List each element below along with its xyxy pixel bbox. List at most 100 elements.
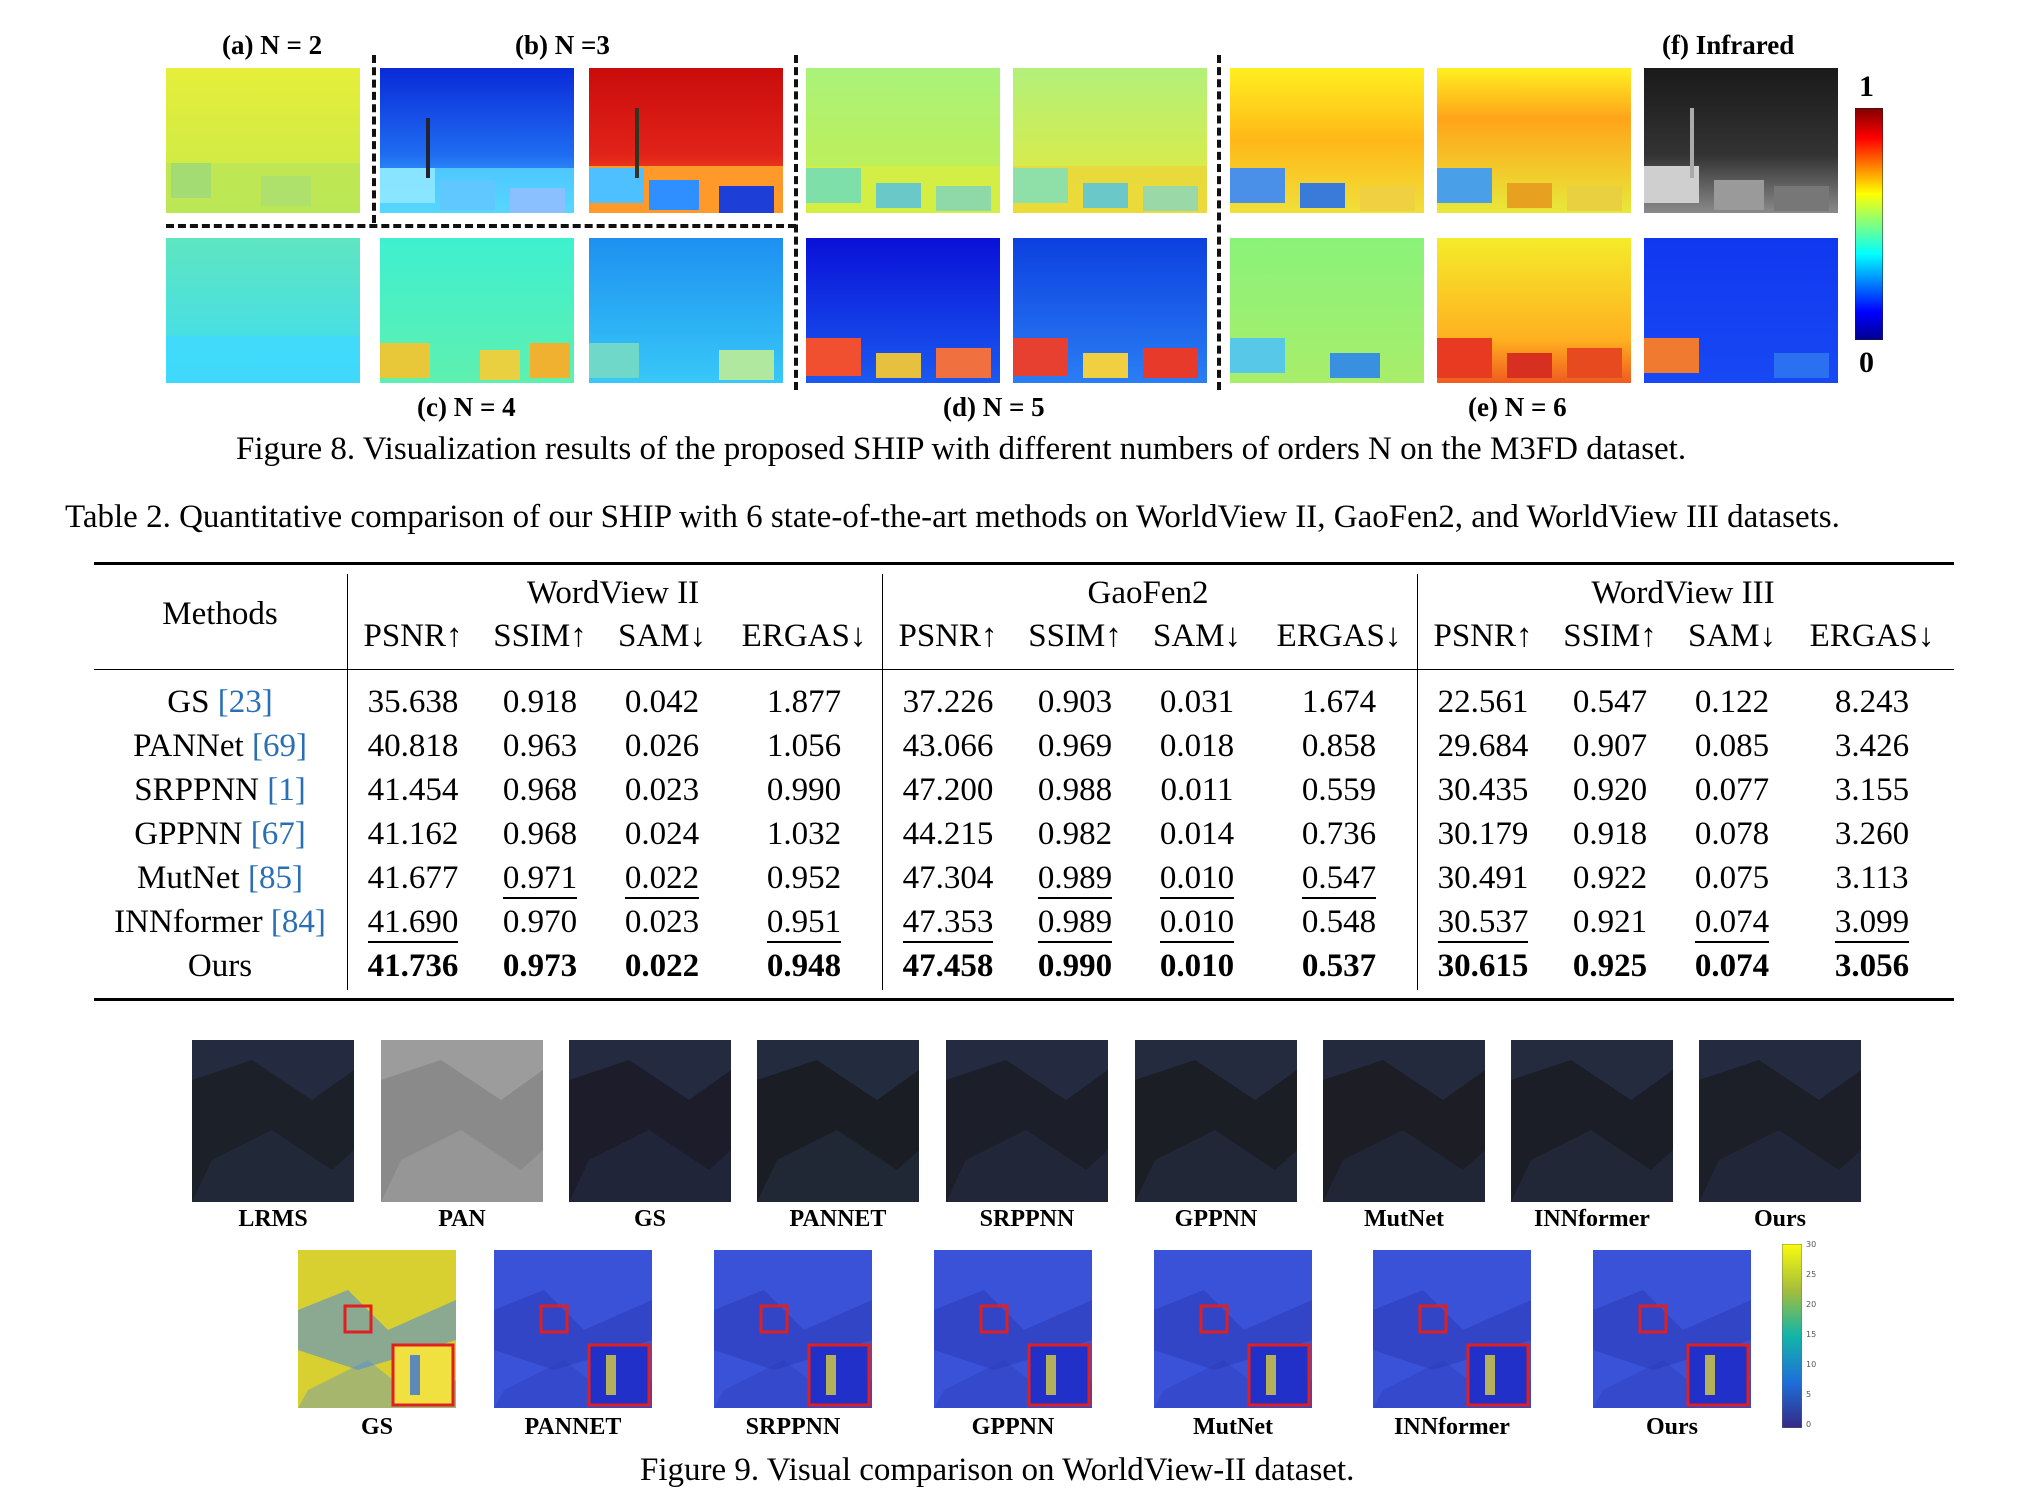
method-name: MutNet [85] <box>90 860 350 897</box>
citation-link[interactable]: [85] <box>247 860 303 896</box>
image-label: Ours <box>1753 1206 1806 1232</box>
table-cell: 0.547 <box>1572 684 1648 720</box>
heatmap-n4-2 <box>380 238 574 383</box>
colorbar-tick: 20 <box>1806 1300 1817 1309</box>
colorbar-min-label: 0 <box>1859 346 1874 379</box>
panel-label-a: (a) N = 2 <box>222 30 323 60</box>
error-map-label: MutNet <box>1193 1414 1273 1440</box>
heatmap-n6-3 <box>1230 238 1424 383</box>
table-cell: 0.970 <box>502 904 578 940</box>
table-cell: 0.022 <box>592 860 732 899</box>
table-cell: 1.877 <box>766 684 842 720</box>
table-cell: 0.918 <box>1572 816 1648 852</box>
metric-header: SAM↓ <box>1152 618 1242 654</box>
table-cell: 8.243 <box>1834 684 1910 720</box>
image-label: PAN <box>438 1206 486 1232</box>
method-label: Ours <box>187 948 253 984</box>
table-cell: 0.971 <box>470 860 610 899</box>
table-cell: 0.074 <box>1662 904 1802 943</box>
panel-label-c: (c) N = 4 <box>417 392 516 422</box>
table-cell: 0.963 <box>502 728 578 764</box>
error-map <box>1373 1250 1531 1408</box>
image-label: GPPNN <box>1174 1206 1258 1232</box>
table-cell: 0.085 <box>1694 728 1770 764</box>
error-map <box>934 1250 1092 1408</box>
table-cell: 0.011 <box>1160 772 1234 808</box>
table-cell: 0.969 <box>1037 728 1113 764</box>
colorbar-tick: 15 <box>1806 1330 1817 1339</box>
heatmap-n5-1 <box>806 68 1000 213</box>
metric-header: ERGAS↓ <box>1809 618 1935 654</box>
table-cell: 1.032 <box>766 816 842 852</box>
separator <box>794 55 798 390</box>
colorbar-tick: 10 <box>1806 1360 1817 1369</box>
table-cell: 30.615 <box>1437 948 1529 984</box>
table-cell: 0.014 <box>1159 816 1235 852</box>
citation-link[interactable]: [69] <box>251 728 307 764</box>
table-cell: 0.010 <box>1127 904 1267 943</box>
error-map-label: Ours <box>1645 1414 1698 1440</box>
citation-link[interactable]: [1] <box>267 772 306 808</box>
heatmap-n6-1 <box>1230 68 1424 213</box>
table-cell: 0.948 <box>766 948 842 984</box>
error-map-label: SRPPNN <box>745 1414 841 1440</box>
table-cell: 0.921 <box>1572 904 1648 940</box>
heatmap-n4-3 <box>589 238 783 383</box>
group-header: GaoFen2 <box>1087 575 1209 611</box>
infrared-image <box>1644 68 1838 213</box>
method-name: GPPNN [67] <box>90 816 350 853</box>
table-cell: 0.989 <box>1005 904 1145 943</box>
figure-9-caption: Figure 9. Visual comparison on WorldView… <box>640 1452 1355 1488</box>
method-name: GS [23] <box>90 684 350 721</box>
panel-label-e: (e) N = 6 <box>1468 392 1567 422</box>
satellite-image <box>1511 1040 1673 1202</box>
heatmap-n3-2 <box>589 68 783 213</box>
table-cell: 0.078 <box>1694 816 1770 852</box>
table-cell: 41.690 <box>343 904 483 943</box>
table-cell: 0.973 <box>502 948 578 984</box>
method-name: SRPPNN [1] <box>90 772 350 809</box>
table-cell: 3.260 <box>1834 816 1910 852</box>
table-cell: 0.548 <box>1301 904 1377 940</box>
metric-header: SSIM↑ <box>493 618 587 654</box>
column-divider <box>1417 574 1418 990</box>
table-cell: 41.736 <box>367 948 459 984</box>
group-header: WordView II <box>526 575 700 611</box>
table-cell: 0.925 <box>1572 948 1648 984</box>
citation-link[interactable]: [84] <box>270 904 326 940</box>
table-cell: 0.989 <box>1005 860 1145 899</box>
column-divider <box>882 574 883 990</box>
metric-header: PSNR↑ <box>1433 618 1533 654</box>
metric-header: ERGAS↓ <box>741 618 867 654</box>
citation-link[interactable]: [23] <box>217 684 273 720</box>
satellite-image <box>1699 1040 1861 1202</box>
figure-8-caption: Figure 8. Visualization results of the p… <box>236 431 1687 467</box>
table-cell: 22.561 <box>1437 684 1529 720</box>
image-label: PANNET <box>789 1206 887 1232</box>
error-map-label: GS <box>360 1414 393 1440</box>
table-header-rule <box>94 669 1954 670</box>
metric-header: SSIM↑ <box>1563 618 1657 654</box>
table-cell: 0.031 <box>1159 684 1235 720</box>
table-cell: 0.547 <box>1269 860 1409 899</box>
error-map <box>298 1250 456 1408</box>
satellite-image <box>1135 1040 1297 1202</box>
method-label: INNformer <box>114 904 263 940</box>
method-label: PANNet <box>133 728 244 764</box>
metric-header: ERGAS↓ <box>1276 618 1402 654</box>
table-cell: 0.022 <box>624 948 700 984</box>
error-map <box>714 1250 872 1408</box>
table-cell: 0.968 <box>502 772 578 808</box>
table-cell: 0.042 <box>624 684 700 720</box>
metric-header: SAM↓ <box>1687 618 1777 654</box>
error-map-label: INNformer <box>1394 1414 1510 1440</box>
table-top-rule <box>94 562 1954 565</box>
table-cell: 41.677 <box>367 860 459 896</box>
error-map <box>1593 1250 1751 1408</box>
table-cell: 30.435 <box>1437 772 1529 808</box>
table-cell: 0.023 <box>624 904 700 940</box>
citation-link[interactable]: [67] <box>250 816 306 852</box>
table-cell: 0.907 <box>1572 728 1648 764</box>
colorbar-tick: 25 <box>1806 1270 1817 1279</box>
metric-header: SAM↓ <box>617 618 707 654</box>
